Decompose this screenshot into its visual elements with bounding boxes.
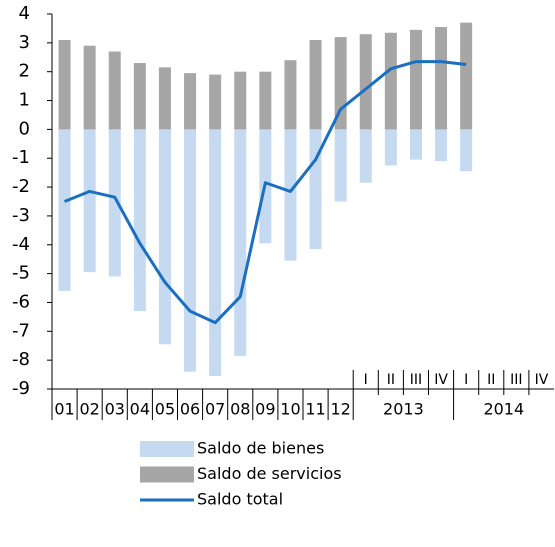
line xyxy=(63,60,467,325)
bar xyxy=(108,51,121,130)
bar xyxy=(108,129,121,277)
x-tick-label: 09 xyxy=(255,400,275,419)
x-tick-label: 10 xyxy=(280,400,300,419)
x-tick-label: 11 xyxy=(305,400,325,419)
bar xyxy=(284,129,297,261)
legend-label: Saldo de servicios xyxy=(197,464,342,483)
bar xyxy=(309,39,322,130)
y-tick-label: -6 xyxy=(12,291,30,312)
bar xyxy=(435,129,448,162)
bar xyxy=(384,32,397,130)
bar xyxy=(435,26,448,130)
y-tick-label: -8 xyxy=(12,349,30,370)
x-tick-label: II xyxy=(387,372,395,388)
y-tick-label: -1 xyxy=(12,147,30,168)
bar xyxy=(259,71,272,130)
x-group-label: 2013 xyxy=(383,400,424,419)
x-tick-label: I xyxy=(364,372,368,388)
y-tick-label: -4 xyxy=(12,234,30,255)
bar xyxy=(359,129,372,183)
bar xyxy=(133,129,146,312)
y-tick-label: -3 xyxy=(12,205,30,226)
bar xyxy=(83,45,96,130)
x-tick-label: 08 xyxy=(230,400,250,419)
bar xyxy=(209,74,222,130)
bar xyxy=(384,129,397,166)
bar xyxy=(83,129,96,273)
x-tick-label: 03 xyxy=(105,400,125,419)
bar xyxy=(158,129,171,345)
bar xyxy=(158,67,171,130)
x-tick-label: 01 xyxy=(54,400,74,419)
legend-label: Saldo total xyxy=(197,490,283,509)
legend-swatch xyxy=(140,441,194,457)
y-tick-label: -7 xyxy=(12,320,30,341)
y-tick-label: 1 xyxy=(19,90,30,111)
y-tick-label: 4 xyxy=(19,3,30,24)
bar xyxy=(234,71,247,130)
y-tick-label: -9 xyxy=(12,378,30,399)
bar xyxy=(409,129,422,160)
y-tick-label: 0 xyxy=(19,118,30,139)
bar xyxy=(460,129,473,172)
bar xyxy=(209,129,222,377)
x-tick-label: III xyxy=(410,372,422,388)
bar xyxy=(184,129,197,372)
bar xyxy=(133,63,146,130)
x-tick-label: 02 xyxy=(79,400,99,419)
bar xyxy=(460,22,473,130)
bar xyxy=(58,39,71,130)
x-tick-label: 07 xyxy=(205,400,225,419)
x-tick-label: 04 xyxy=(130,400,150,419)
x-tick-label: I xyxy=(464,372,468,388)
bar xyxy=(359,34,372,130)
bar xyxy=(58,129,71,291)
legend-swatch xyxy=(140,466,194,483)
bar xyxy=(234,129,247,356)
bar xyxy=(409,29,422,130)
x-tick-label: IV xyxy=(434,372,448,388)
x-tick-label: 06 xyxy=(180,400,200,419)
x-tick-label: IV xyxy=(535,372,549,388)
y-tick-label: -2 xyxy=(12,176,30,197)
legend-label: Saldo de bienes xyxy=(197,439,324,458)
bar xyxy=(184,73,197,130)
bar xyxy=(334,129,347,202)
y-tick-label: 2 xyxy=(19,61,30,82)
x-tick-label: II xyxy=(487,372,495,388)
x-group-label: 2014 xyxy=(483,400,524,419)
bar xyxy=(284,60,297,130)
bar xyxy=(309,129,322,250)
y-tick-label: -5 xyxy=(12,263,30,284)
y-tick-label: 3 xyxy=(19,32,30,53)
x-tick-label: 05 xyxy=(155,400,175,419)
x-tick-label: 12 xyxy=(330,400,350,419)
x-tick-label: III xyxy=(510,372,522,388)
